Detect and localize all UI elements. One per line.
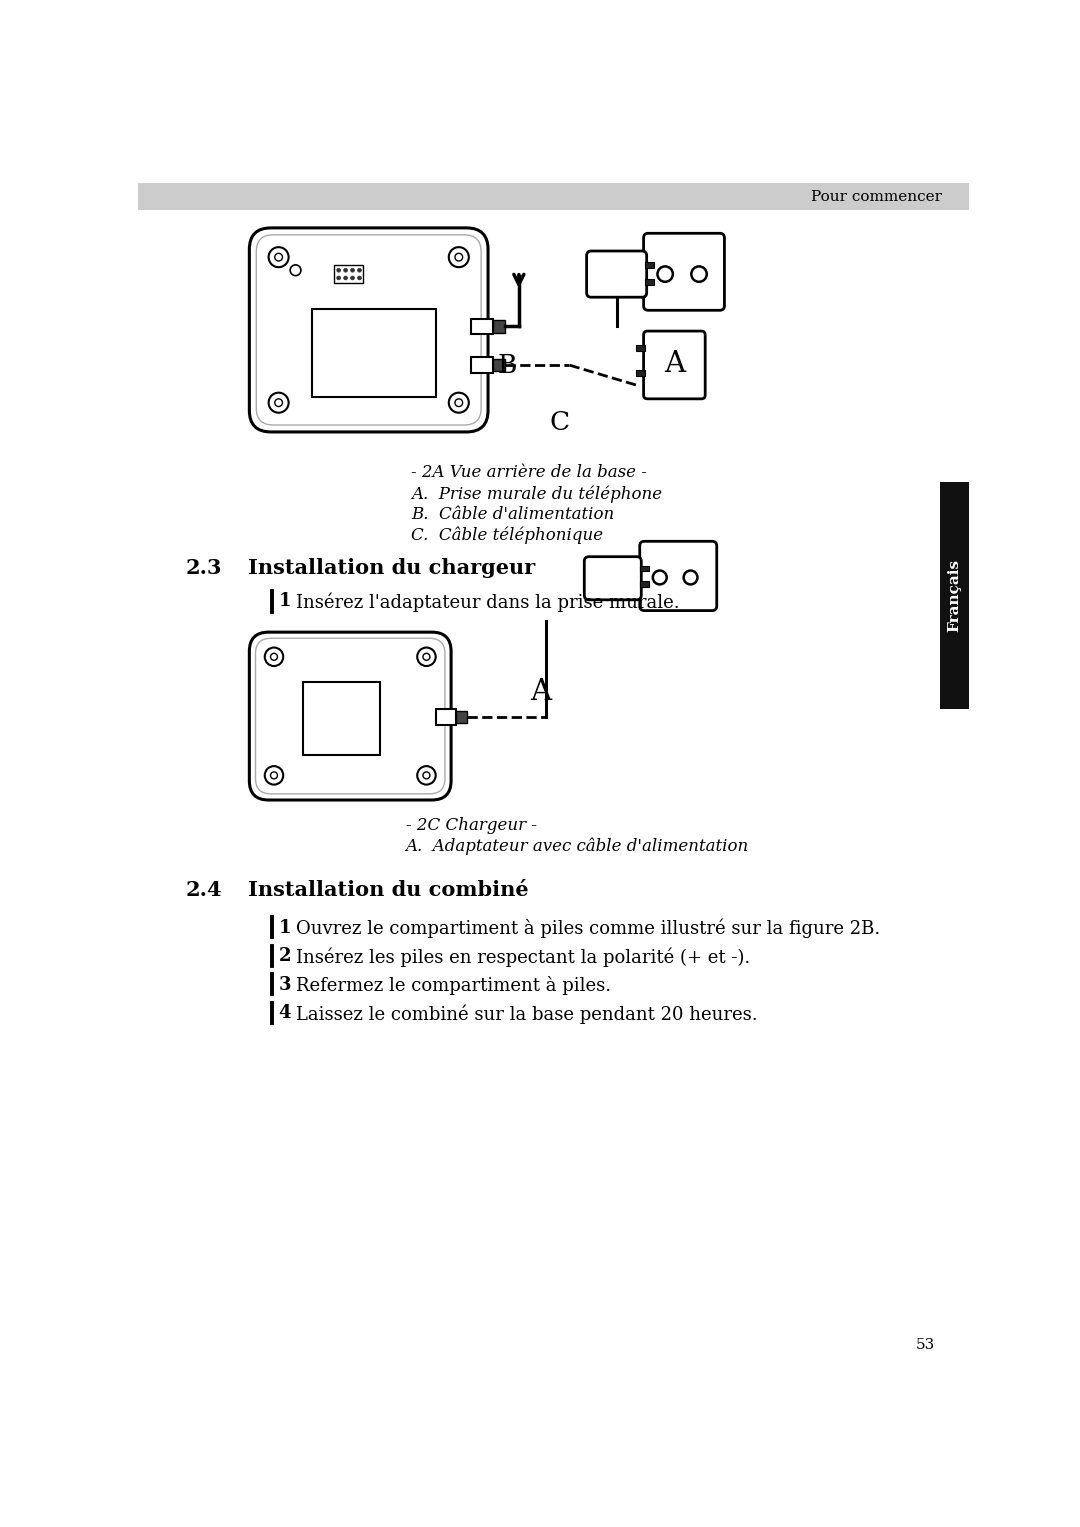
- Circle shape: [270, 773, 278, 779]
- Bar: [645, 261, 654, 267]
- Text: Laissez le combiné sur la base pendant 20 heures.: Laissez le combiné sur la base pendant 2…: [296, 1005, 757, 1023]
- Text: Français: Français: [947, 559, 961, 632]
- Circle shape: [351, 269, 354, 272]
- Text: 1: 1: [279, 592, 292, 611]
- Circle shape: [265, 767, 283, 785]
- Circle shape: [337, 269, 340, 272]
- FancyBboxPatch shape: [249, 228, 488, 432]
- Bar: [636, 345, 645, 351]
- Bar: [312, 308, 435, 397]
- Circle shape: [417, 767, 435, 785]
- Circle shape: [423, 654, 430, 660]
- Text: B: B: [498, 353, 517, 377]
- Text: 3: 3: [279, 976, 292, 994]
- Bar: [645, 279, 654, 286]
- Circle shape: [291, 264, 301, 276]
- Circle shape: [652, 571, 666, 585]
- Text: Installation du chargeur: Installation du chargeur: [247, 559, 535, 579]
- Circle shape: [343, 276, 348, 279]
- Circle shape: [269, 247, 288, 267]
- FancyBboxPatch shape: [249, 632, 451, 800]
- Circle shape: [351, 276, 354, 279]
- Bar: [636, 370, 645, 376]
- Text: 2: 2: [279, 947, 292, 965]
- Text: C: C: [550, 411, 570, 435]
- Text: C.  Câble téléphonique: C. Câble téléphonique: [411, 527, 603, 544]
- FancyBboxPatch shape: [644, 331, 705, 399]
- Text: - 2C Chargeur -: - 2C Chargeur -: [406, 817, 537, 834]
- FancyBboxPatch shape: [586, 250, 647, 298]
- Circle shape: [417, 647, 435, 666]
- Text: 1: 1: [279, 919, 292, 936]
- Circle shape: [423, 773, 430, 779]
- Text: Insérez les piles en respectant la polarité (+ et -).: Insérez les piles en respectant la polar…: [296, 947, 750, 967]
- Bar: [471, 319, 492, 334]
- Text: Refermez le compartiment à piles.: Refermez le compartiment à piles.: [296, 976, 610, 994]
- Circle shape: [265, 647, 283, 666]
- Circle shape: [274, 399, 283, 406]
- Circle shape: [274, 253, 283, 261]
- Text: A: A: [530, 678, 552, 707]
- Bar: [940, 483, 970, 709]
- Circle shape: [343, 269, 348, 272]
- Circle shape: [455, 399, 462, 406]
- Text: 2.4: 2.4: [186, 880, 222, 899]
- Bar: [334, 264, 363, 284]
- Circle shape: [658, 266, 673, 282]
- Text: - 2A Vue arrière de la base -: - 2A Vue arrière de la base -: [411, 464, 647, 481]
- Text: Pour commencer: Pour commencer: [811, 191, 943, 205]
- Text: 2.3: 2.3: [186, 559, 221, 579]
- Text: B.  Câble d'alimentation: B. Câble d'alimentation: [411, 505, 615, 522]
- Text: A.  Prise murale du téléphone: A. Prise murale du téléphone: [411, 486, 662, 502]
- Bar: [456, 710, 468, 722]
- Bar: [492, 321, 505, 333]
- Circle shape: [357, 276, 362, 279]
- Circle shape: [337, 276, 340, 279]
- Bar: [639, 582, 649, 586]
- Circle shape: [357, 269, 362, 272]
- Circle shape: [449, 247, 469, 267]
- Text: Ouvrez le compartiment à piles comme illustré sur la figure 2B.: Ouvrez le compartiment à piles comme ill…: [296, 919, 880, 938]
- Text: A: A: [664, 350, 685, 379]
- Circle shape: [270, 654, 278, 660]
- Circle shape: [449, 392, 469, 412]
- Bar: [639, 567, 649, 571]
- FancyBboxPatch shape: [584, 557, 642, 600]
- FancyBboxPatch shape: [639, 541, 717, 611]
- Circle shape: [455, 253, 462, 261]
- Bar: [471, 357, 492, 373]
- FancyBboxPatch shape: [644, 234, 725, 310]
- Bar: [137, 183, 970, 211]
- Circle shape: [684, 571, 698, 585]
- Text: 53: 53: [916, 1338, 934, 1353]
- Circle shape: [691, 266, 706, 282]
- Text: Insérez l'adaptateur dans la prise murale.: Insérez l'adaptateur dans la prise mural…: [296, 592, 679, 612]
- Circle shape: [269, 392, 288, 412]
- Text: A.  Adaptateur avec câble d'alimentation: A. Adaptateur avec câble d'alimentation: [406, 838, 748, 855]
- Bar: [435, 709, 456, 724]
- Bar: [303, 683, 380, 756]
- Bar: [492, 359, 505, 371]
- Text: Installation du combiné: Installation du combiné: [247, 880, 528, 899]
- Text: 4: 4: [279, 1005, 292, 1022]
